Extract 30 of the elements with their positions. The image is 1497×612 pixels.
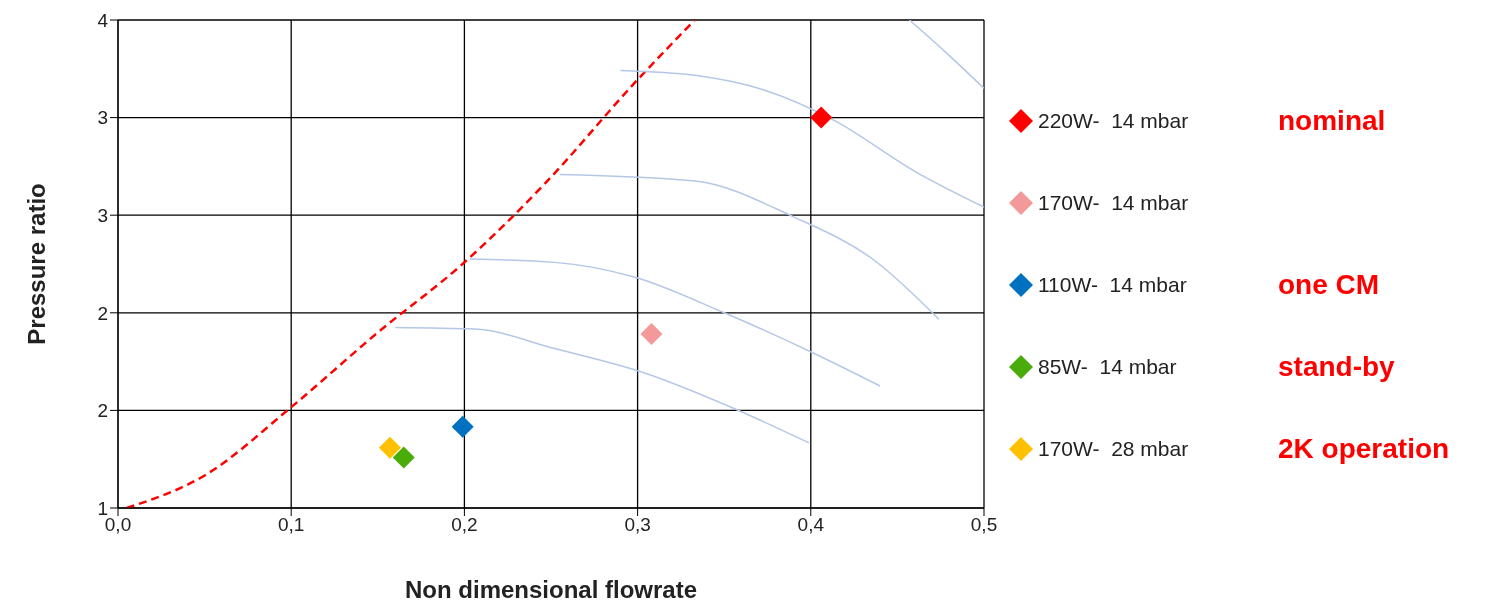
legend-label: 170W- 28 mbar [1038, 437, 1189, 461]
text: nominal [1278, 104, 1386, 138]
point [810, 106, 833, 129]
x-tick-label: 0,1 [277, 514, 305, 536]
x-tick-label: 0,5 [970, 514, 998, 536]
line-series [558, 173, 940, 321]
x-tick-label: 0,4 [797, 514, 825, 536]
point [451, 415, 474, 438]
y-tick-label: 3 [97, 204, 108, 226]
y-tick-label: 2 [97, 400, 108, 422]
line-series [619, 69, 984, 208]
y-tick-label: 3 [97, 107, 108, 129]
line-series [394, 326, 810, 444]
legend-label: 85W- 14 mbar [1038, 355, 1177, 379]
y-tick-label: 4 [97, 9, 109, 31]
x-axis-title: Non dimensional flowrate [404, 576, 698, 603]
x-tick-label: 0,2 [451, 514, 478, 536]
y-axis-title: Pressure ratio [22, 183, 50, 345]
point [640, 322, 663, 345]
x-tick-label: 0,3 [624, 514, 651, 536]
point [378, 436, 401, 459]
text: 2K operation [1278, 432, 1450, 466]
text: stand-by [1278, 350, 1395, 384]
point [392, 446, 415, 469]
legend-label: 170W- 14 mbar [1038, 191, 1189, 215]
legend-label: 110W- 14 mbar [1038, 273, 1187, 297]
y-tick-label: 2 [97, 302, 108, 324]
line-series [468, 258, 881, 387]
text: one CM [1278, 268, 1380, 302]
legend-label: 220W- 14 mbar [1038, 109, 1189, 133]
